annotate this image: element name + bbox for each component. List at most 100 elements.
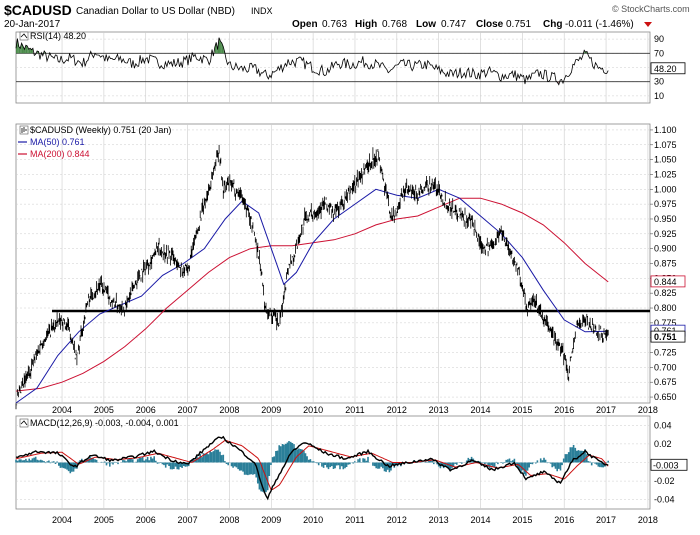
macd-y-tick-label: -0.04: [654, 495, 675, 505]
rsi-overbought-fill: [23, 46, 25, 54]
rsi-tick-label: 10: [654, 91, 664, 101]
macd-line: [15, 435, 609, 501]
macd-x-tick-label: 2018: [638, 515, 658, 525]
macd-x-tick-label: 2005: [94, 515, 114, 525]
price-x-tick-label: 2012: [387, 405, 407, 415]
price-legend-label: $CADUSD (Weekly) 0.751 (20 Jan): [30, 125, 171, 135]
macd-x-tick-label: 2010: [303, 515, 323, 525]
price-x-tick-label: 2011: [345, 405, 364, 415]
macd-y-tick-label: 0.04: [654, 420, 672, 430]
rsi-value-tag-label: 48.20: [654, 64, 677, 74]
macd-legend: MACD(12,26,9) -0.003, -0.004, 0.001: [19, 418, 179, 428]
price-x-tick-label: 2015: [512, 405, 532, 415]
close-value: 0.751: [506, 19, 531, 30]
price-y-tick-label: 0.725: [654, 348, 677, 358]
price-y-tick-label: 0.650: [654, 392, 677, 402]
macd-legend-swatch: [19, 418, 29, 428]
rsi-legend-swatch: [19, 31, 29, 41]
macd-x-tick-label: 2004: [52, 515, 72, 525]
rsi-legend-line: [20, 33, 28, 39]
macd-x-tick-label: 2006: [136, 515, 156, 525]
rsi-panel: 103050709048.20: [15, 32, 686, 103]
price-y-tick-label: 1.025: [654, 169, 677, 179]
price-x-tick-label: 2006: [136, 405, 156, 415]
price-x-tick-label: 2014: [470, 405, 490, 415]
ma200-line: [15, 197, 609, 392]
ma200-legend-label: MA(200) 0.844: [30, 149, 90, 159]
macd-x-tick-label: 2012: [387, 515, 407, 525]
macd-x-tick-label: 2009: [261, 515, 281, 525]
macd-x-tick-label: 2014: [470, 515, 490, 525]
price-y-tick-label: 0.825: [654, 288, 677, 298]
price-x-tick-label: 2013: [429, 405, 449, 415]
price-x-tick-label: 2005: [94, 405, 114, 415]
date-label: 20-Jan-2017: [4, 19, 61, 30]
macd-legend-line: [20, 420, 28, 426]
price-y-tick-label: 1.075: [654, 140, 677, 150]
rsi-overbought-fill: [219, 37, 221, 54]
price-y-tick-label: 0.875: [654, 259, 677, 269]
price-x-tick-label: 2008: [219, 405, 239, 415]
price-value-tag-label: 0.751: [654, 332, 677, 342]
macd-x-tick-label: 2013: [429, 515, 449, 525]
chg-label: Chg: [543, 19, 562, 30]
price-y-tick-label: 0.925: [654, 229, 677, 239]
macd-value-tag: [650, 458, 688, 471]
rsi-overbought-fill: [25, 45, 28, 54]
price-y-tick-label: 1.100: [654, 125, 677, 135]
price-y-tick-label: 0.775: [654, 318, 677, 328]
macd-x-tick-label: 2017: [596, 515, 616, 525]
macd-panel: 2004 2005 2006 2007 2008 2009 2010 2011 2012 2013…: [15, 416, 688, 525]
rsi-tick-label: 30: [654, 77, 664, 87]
macd-x-tick-label: 2015: [512, 515, 532, 525]
high-value: 0.768: [382, 19, 407, 30]
ma50-legend-label: MA(50) 0.761: [30, 137, 85, 147]
price-y-tick-label: 0.675: [654, 377, 677, 387]
rsi-overbought-fill: [220, 41, 222, 54]
price-y-tick-label: 1.000: [654, 184, 677, 194]
macd-value-tag-label: -0.003: [653, 460, 679, 470]
brand-watermark: © StockCharts.com: [612, 4, 690, 14]
macd-x-tick-label: 2016: [554, 515, 574, 525]
price-y-tick-label: 0.975: [654, 199, 677, 209]
price-x-tick-label: 2017: [596, 405, 616, 415]
price-legend-bars: [21, 127, 27, 133]
price-y-tick-label: 0.900: [654, 244, 677, 254]
open-label: Open: [292, 19, 318, 30]
price-panel: 2004 2005 2006 2007 2008 2009 2010 2011 2012 2013…: [15, 124, 686, 415]
low-value: 0.747: [441, 19, 466, 30]
symbol-description: Canadian Dollar to US Dollar (NBD): [76, 6, 235, 17]
rsi-line: [15, 37, 609, 86]
macd-histogram: [15, 441, 609, 493]
macd-x-tick-label: 2011: [345, 515, 364, 525]
price-y-tick-label: 0.950: [654, 214, 677, 224]
macd-x-tick-label: 2008: [219, 515, 239, 525]
chg-value: -0.011 (-1.46%): [565, 19, 634, 30]
open-value: 0.763: [322, 19, 347, 30]
macd-x-tick-label: 2007: [178, 515, 198, 525]
rsi-legend-label: RSI(14) 48.20: [30, 31, 86, 41]
down-arrow-icon: [644, 22, 652, 27]
macd-y-tick-label: 0.02: [654, 439, 672, 449]
macd-legend-label: MACD(12,26,9) -0.003, -0.004, 0.001: [30, 418, 179, 428]
close-label: Close: [476, 19, 504, 30]
price-x-tick-label: 2007: [178, 405, 198, 415]
symbol-title: $CADUSD: [4, 2, 72, 18]
rsi-legend: RSI(14) 48.20: [19, 31, 86, 41]
high-label: High: [355, 19, 377, 30]
macd-signal-line: [15, 439, 609, 491]
low-label: Low: [416, 19, 436, 30]
price-value-tag: [650, 330, 686, 343]
rsi-overbought-fill: [28, 48, 31, 54]
rsi-overbought-fill: [221, 42, 224, 54]
macd-y-tick-label: -0.02: [654, 476, 675, 486]
rsi-overbought-fill: [27, 45, 29, 54]
rsi-tick-label: 70: [654, 48, 664, 58]
price-legend: $CADUSD (Weekly) 0.751 (20 Jan) MA(50) 0…: [18, 125, 171, 159]
price-x-tick-label: 2016: [554, 405, 574, 415]
price-x-tick-label: 2018: [638, 405, 658, 415]
price-x-tick-label: 2009: [261, 405, 281, 415]
price-value-tag: [650, 275, 686, 288]
